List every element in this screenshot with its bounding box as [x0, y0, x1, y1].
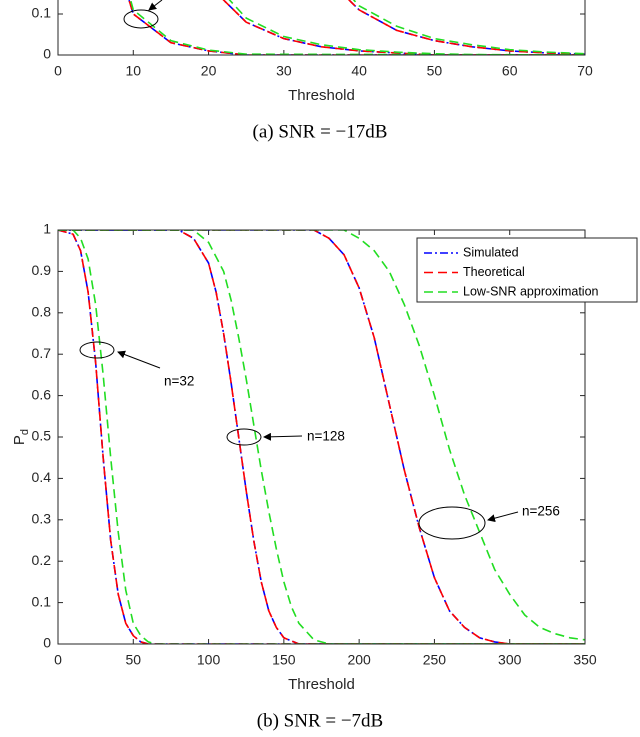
legend-label: Low-SNR approximation	[463, 284, 599, 298]
y-tick-label: 0.4	[32, 469, 52, 485]
x-tick-label: 20	[201, 63, 217, 79]
curves	[128, 0, 585, 55]
curve	[352, 0, 585, 55]
legend-label: Theoretical	[463, 265, 525, 279]
y-axis-label-main: P	[11, 435, 28, 445]
curve	[58, 230, 585, 644]
y-tick-label: 0.1	[32, 5, 52, 21]
x-axis-label: Threshold	[288, 676, 355, 693]
curve	[129, 0, 585, 55]
curve	[58, 230, 585, 644]
x-tick-label: 300	[498, 652, 522, 668]
x-tick-label: 150	[272, 652, 296, 668]
x-tick-label: 70	[577, 63, 593, 79]
y-tick-label: 0.7	[32, 345, 52, 361]
x-tick-label: 0	[54, 652, 62, 668]
x-tick-label: 250	[423, 652, 447, 668]
x-tick-label: 200	[347, 652, 371, 668]
curve	[128, 0, 585, 55]
x-tick-label: 10	[125, 63, 141, 79]
ellipse	[226, 428, 262, 446]
y-tick-label: 0.1	[32, 593, 52, 609]
curve	[222, 0, 585, 55]
annotation: n=32	[164, 374, 194, 389]
ellipse	[123, 9, 159, 29]
x-axis-label: Threshold	[288, 87, 355, 104]
curve	[58, 230, 585, 644]
legend-box	[416, 237, 638, 303]
arrow	[487, 511, 519, 523]
axes-box	[57, 229, 586, 645]
y-tick-label: 0	[43, 46, 51, 62]
arrow	[263, 432, 303, 441]
curve	[347, 0, 585, 55]
x-tick-label: 0	[54, 63, 62, 79]
y-tick-label: 0.2	[32, 552, 52, 568]
ellipse	[79, 341, 115, 359]
y-tick-label: 0.9	[32, 262, 52, 278]
y-tick-label: 0	[43, 635, 51, 651]
y-tick-label: 0.5	[32, 428, 52, 444]
x-tick-label: 50	[427, 63, 443, 79]
annotation: n=128	[307, 429, 345, 444]
x-tick-label: 350	[573, 652, 597, 668]
y-tick-label: 0.3	[32, 511, 52, 527]
y-axis-label: Pd	[11, 429, 31, 445]
y-axis-label-sub: d	[19, 429, 31, 435]
arrow	[117, 350, 161, 369]
caption: (b) SNR = −7dB	[257, 710, 383, 731]
curves	[58, 230, 585, 644]
y-tick-label: 0.6	[32, 386, 52, 402]
annotation: n=256	[522, 504, 560, 519]
x-tick-label: 40	[351, 63, 367, 79]
caption: (a) SNR = −17dB	[253, 121, 388, 142]
x-tick-label: 60	[502, 63, 518, 79]
x-tick-label: 50	[125, 652, 141, 668]
y-tick-label: 0.8	[32, 304, 52, 320]
curve	[58, 230, 585, 641]
curve	[58, 230, 585, 644]
x-tick-label: 30	[276, 63, 292, 79]
axes-box	[57, 0, 586, 56]
arrow	[148, 0, 163, 11]
x-tick-label: 100	[197, 652, 221, 668]
y-tick-label: 1	[43, 221, 51, 237]
curve	[58, 230, 585, 644]
ellipse	[418, 506, 486, 540]
legend-label: Simulated	[463, 245, 519, 259]
